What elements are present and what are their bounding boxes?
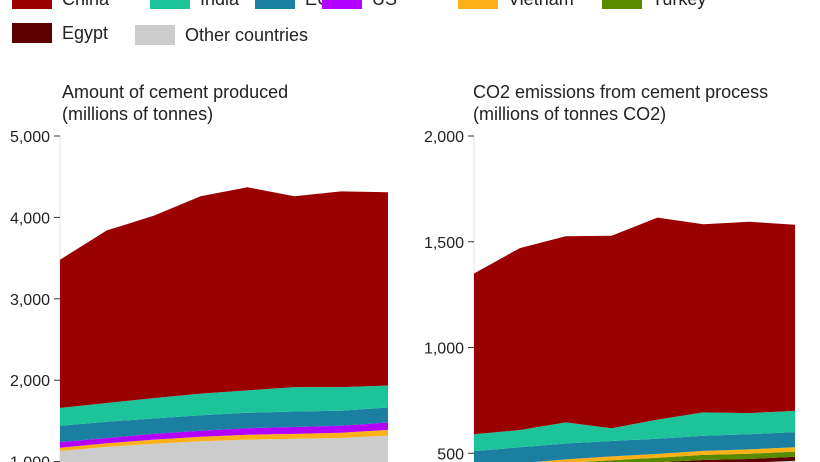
legend-label-egypt: Egypt	[62, 22, 109, 43]
left-y-tick-label-5000: 5,000	[10, 129, 50, 146]
left-area-india	[60, 385, 388, 426]
right-area-china	[474, 217, 795, 435]
right-chart-title-line1: CO2 emissions from cement process	[473, 82, 769, 102]
legend-item-other-countries: Other countries	[135, 24, 308, 46]
left-y-tick-label-2000: 2,000	[10, 373, 50, 390]
chart-legend: China India EU US Vietnam Turkey Egypt Other co…	[0, 0, 820, 60]
left-area-us	[60, 422, 388, 448]
legend-swatch-turkey	[602, 0, 642, 9]
legend-label-india: India	[200, 0, 239, 10]
legend-swatch-india	[150, 0, 190, 9]
legend-item-india: India	[150, 0, 239, 10]
left-y-tick-label-4000: 4,000	[10, 210, 50, 227]
left-area-other-countries	[60, 435, 388, 462]
right-area-india	[474, 410, 795, 452]
left-area-vietnam	[60, 429, 388, 451]
legend-label-eu: EU	[305, 0, 330, 10]
right-area-egypt	[663, 456, 795, 462]
right-y-tick-label-2000: 2,000	[424, 129, 464, 146]
legend-swatch-egypt	[12, 23, 52, 43]
legend-swatch-vietnam	[458, 0, 498, 9]
legend-label-china: China	[62, 0, 109, 10]
left-area-eu	[60, 407, 388, 443]
legend-item-egypt: Egypt	[12, 22, 108, 44]
left-chart-title: Amount of cement produced (millions of t…	[62, 81, 288, 125]
left-y-tick-label-1000: 1,000	[10, 455, 50, 462]
legend-item-us: US	[322, 0, 397, 10]
legend-item-vietnam: Vietnam	[458, 0, 574, 10]
legend-label-vietnam: Vietnam	[508, 0, 574, 10]
legend-label-turkey: Turkey	[652, 0, 706, 10]
left-chart-title-line2: (millions of tonnes)	[62, 104, 214, 124]
legend-label-other-countries: Other countries	[185, 24, 309, 45]
right-chart-title: CO2 emissions from cement process (milli…	[473, 81, 768, 125]
legend-swatch-eu	[255, 0, 295, 9]
right-y-tick-label-500: 500	[437, 446, 464, 462]
right-area-turkey	[582, 451, 795, 462]
right-y-tick-label-1000: 1,000	[424, 341, 464, 358]
legend-swatch-other-countries	[135, 25, 175, 45]
right-area-eu	[474, 432, 795, 462]
legend-item-china: China	[12, 0, 109, 10]
legend-swatch-us	[322, 0, 362, 9]
left-area-china	[60, 187, 388, 408]
legend-label-us: US	[372, 0, 397, 10]
left-chart-title-line1: Amount of cement produced	[62, 82, 289, 102]
legend-item-eu: EU	[255, 0, 330, 10]
right-chart-title-line2: (millions of tonnes CO2)	[473, 104, 667, 124]
right-y-tick-label-1500: 1,500	[424, 235, 464, 252]
legend-swatch-china	[12, 0, 52, 9]
legend-item-turkey: Turkey	[602, 0, 706, 10]
right-area-vietnam	[534, 447, 795, 462]
left-y-tick-label-3000: 3,000	[10, 292, 50, 309]
